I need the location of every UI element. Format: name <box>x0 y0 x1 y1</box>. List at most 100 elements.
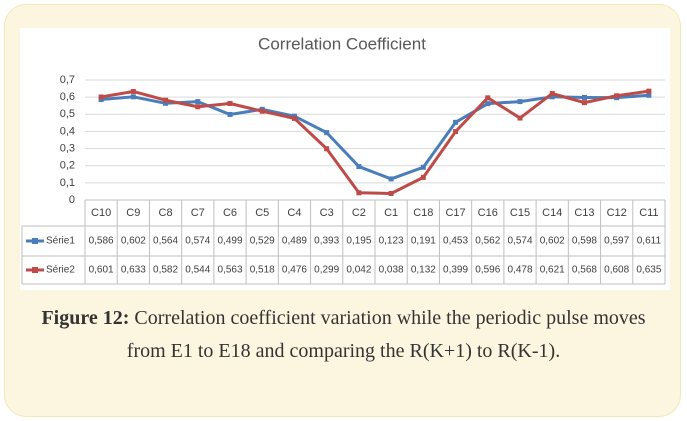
series-line <box>100 93 650 181</box>
point-marker <box>485 101 491 107</box>
x-tick-label: C5 <box>255 207 269 219</box>
point-marker <box>581 100 587 106</box>
point-marker <box>453 119 459 125</box>
value-label: 0,574 <box>507 236 532 247</box>
point-marker <box>356 190 362 196</box>
point-marker <box>420 174 426 180</box>
point-marker <box>259 108 265 114</box>
value-label: 0,132 <box>411 265 436 276</box>
value-label: 0,489 <box>282 236 307 247</box>
value-label: 0,399 <box>443 265 468 276</box>
value-label: 0,596 <box>475 265 500 276</box>
value-label: 0,608 <box>604 265 629 276</box>
point-marker <box>324 146 330 152</box>
caption-text: Correlation coefficient variation while … <box>126 307 646 362</box>
x-tick-label: C17 <box>445 207 465 219</box>
value-label: 0,574 <box>185 236 210 247</box>
value-label: 0,499 <box>217 236 242 247</box>
value-label: 0,582 <box>153 265 178 276</box>
point-marker <box>646 88 652 94</box>
value-label: 0,478 <box>507 265 532 276</box>
point-marker <box>420 164 426 170</box>
point-marker <box>130 94 136 100</box>
x-tick-label: C6 <box>223 207 237 219</box>
value-label: 0,611 <box>637 236 662 247</box>
caption: Figure 12: Correlation coefficient varia… <box>30 302 657 368</box>
chart-title: Correlation Coefficient <box>258 34 426 53</box>
point-marker <box>98 97 104 103</box>
x-tick-label: C13 <box>574 207 594 219</box>
point-marker <box>227 111 233 117</box>
y-tick-label: 0,6 <box>60 91 75 103</box>
value-label: 0,602 <box>121 236 146 247</box>
y-tick-label: 0 <box>69 194 75 206</box>
x-tick-label: C4 <box>287 207 301 219</box>
point-marker <box>388 190 394 196</box>
legend-marker <box>32 238 38 244</box>
value-label: 0,621 <box>540 265 565 276</box>
point-marker <box>291 115 297 121</box>
value-label: 0,042 <box>346 265 371 276</box>
value-label: 0,602 <box>540 236 565 247</box>
value-label: 0,191 <box>411 236 436 247</box>
value-label: 0,568 <box>572 265 597 276</box>
value-label: 0,564 <box>153 236 178 247</box>
x-tick-label: C7 <box>191 207 205 219</box>
y-tick-label: 0,3 <box>60 142 75 154</box>
y-tick-label: 0,7 <box>60 74 75 86</box>
point-marker <box>163 100 169 106</box>
y-tick-label: 0,4 <box>60 125 75 137</box>
value-label: 0,562 <box>475 236 500 247</box>
point-marker <box>98 94 104 100</box>
value-label: 0,393 <box>314 236 339 247</box>
value-label: 0,453 <box>443 236 468 247</box>
value-label: 0,123 <box>379 236 404 247</box>
point-marker <box>324 130 330 136</box>
x-tick-label: C16 <box>478 207 498 219</box>
point-marker <box>388 176 394 182</box>
legend-marker <box>32 267 38 273</box>
value-label: 0,476 <box>282 265 307 276</box>
value-label: 0,544 <box>185 265 210 276</box>
y-tick-label: 0,1 <box>60 177 75 189</box>
value-label: 0,635 <box>636 265 661 276</box>
point-marker <box>195 104 201 110</box>
chart-background <box>20 28 670 290</box>
point-marker <box>549 94 555 100</box>
x-tick-label: C12 <box>607 207 627 219</box>
x-tick-label: C14 <box>542 207 562 219</box>
point-marker <box>227 100 233 106</box>
value-label: 0,038 <box>379 265 404 276</box>
point-marker <box>517 115 523 121</box>
value-label: 0,529 <box>250 236 275 247</box>
x-tick-label: C2 <box>352 207 366 219</box>
chart: Correlation Coefficient 0 0,1 0,2 0,3 0,4 0,5… <box>20 28 670 290</box>
point-marker <box>130 88 136 94</box>
point-marker <box>356 164 362 170</box>
point-marker <box>614 93 620 99</box>
value-label: 0,195 <box>346 236 371 247</box>
legend-label: Série1 <box>46 236 75 247</box>
x-tick-label: C1 <box>384 207 398 219</box>
value-label: 0,518 <box>250 265 275 276</box>
point-marker <box>517 99 523 105</box>
point-marker <box>581 94 587 100</box>
y-tick-label: 0,2 <box>60 160 75 172</box>
value-label: 0,633 <box>121 265 146 276</box>
point-marker <box>453 129 459 135</box>
value-label: 0,601 <box>89 265 114 276</box>
x-tick-label: C18 <box>413 207 433 219</box>
value-label: 0,597 <box>604 236 629 247</box>
value-label: 0,598 <box>572 236 597 247</box>
value-label: 0,299 <box>314 265 339 276</box>
point-marker <box>195 99 201 105</box>
series-line <box>100 89 650 195</box>
point-marker <box>485 95 491 101</box>
x-tick-label: C8 <box>159 207 173 219</box>
value-label: 0,563 <box>217 265 242 276</box>
x-tick-label: C9 <box>126 207 140 219</box>
point-marker <box>549 91 555 97</box>
x-tick-label: C15 <box>510 207 530 219</box>
caption-label: Figure 12: <box>41 307 130 329</box>
x-tick-label: C3 <box>320 207 334 219</box>
